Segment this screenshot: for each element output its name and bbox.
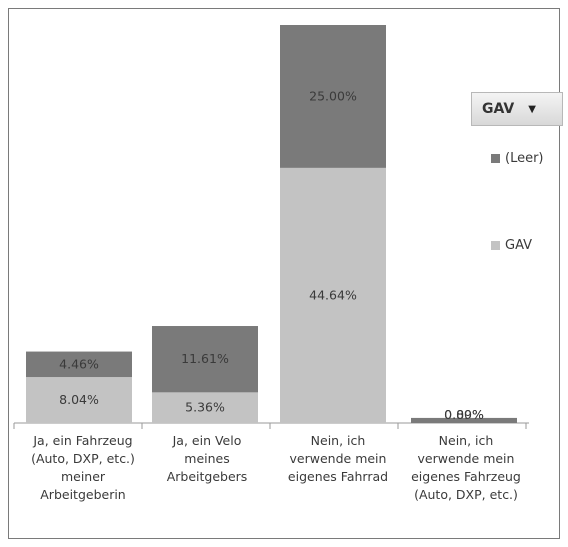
category-label-2: Nein, ich verwende mein eigenes Fahrrad (287, 433, 389, 484)
dropdown-arrow-icon: ▼ (528, 103, 536, 115)
bar-gav-0 (26, 377, 132, 423)
bar-gav-2 (280, 167, 386, 423)
legend-swatch-gav (491, 241, 500, 250)
filter-label: GAV (482, 101, 515, 117)
bar-leer-1 (152, 326, 258, 393)
category-label-1: Ja, ein Velo meines Arbeitgebers (166, 433, 248, 484)
data-label-leer-2: 25.00% (309, 88, 357, 103)
legend-label-gav: GAV (505, 238, 533, 253)
category-label-3: Nein, ich verwende mein eigenes Fahrzeug… (411, 433, 521, 502)
category-label-0: Ja, ein Fahrzeug (Auto, DXP, etc.) meine… (31, 433, 135, 502)
bar-leer-2 (280, 25, 386, 168)
chart-frame: 8.04% 4.46% 5.36% 11.61% 44.64% 25.00% 0.00% 0.… (8, 8, 563, 539)
gav-filter-button[interactable]: GAV ▼ (471, 92, 563, 126)
bar-gav-1 (152, 392, 258, 423)
data-label-gav-2: 44.64% (309, 287, 357, 302)
stacked-bar-chart: 8.04%4.46%5.36%11.61%44.64%25.00%0.00%0.… (13, 25, 529, 429)
data-label-leer-1: 11.61% (181, 351, 229, 366)
legend-label-leer: (Leer) (505, 151, 544, 166)
data-label-leer-0: 4.46% (59, 356, 99, 371)
legend-swatch-leer (491, 154, 500, 163)
bar-leer-0 (26, 351, 132, 378)
data-label-gav-0: 8.04% (59, 392, 99, 407)
bar-leer-3 (411, 417, 517, 423)
legend-item-leer: (Leer) (491, 151, 544, 166)
legend-item-gav: GAV (491, 238, 532, 253)
data-label-leer-3: 0.89% (444, 407, 484, 422)
data-label-gav-1: 5.36% (185, 400, 225, 415)
